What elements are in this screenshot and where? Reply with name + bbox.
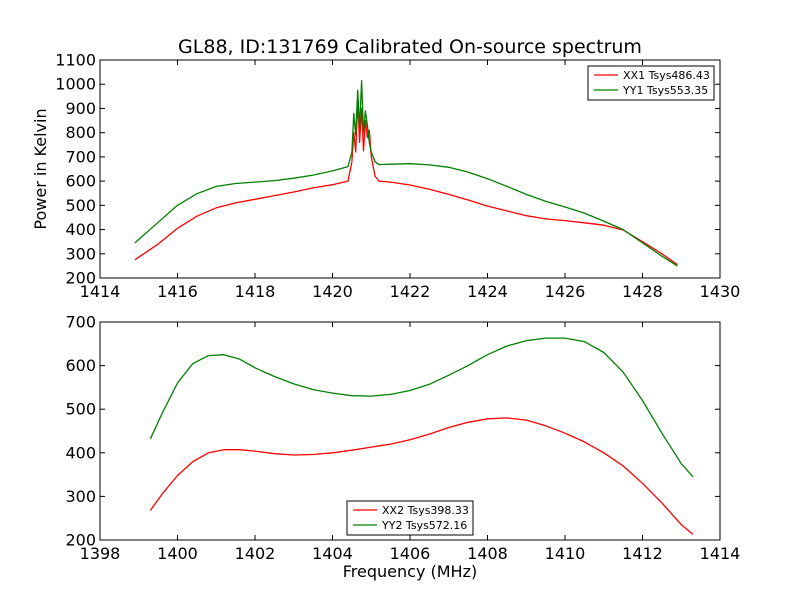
- legend-label: YY2 Tsys572.16: [381, 519, 467, 532]
- x-tick-label: 1400: [157, 544, 198, 563]
- y-tick-label: 1100: [55, 51, 96, 70]
- x-tick-label: 1398: [80, 544, 121, 563]
- x-tick-label: 1416: [157, 282, 198, 301]
- x-tick-label: 1414: [80, 282, 121, 301]
- series-line-xx-panel-2: [149, 417, 694, 535]
- x-tick-label: 1418: [235, 282, 276, 301]
- top-plot: 1414 1416 1418 1420 1422 1424 1426 1428 1430 200 3…: [31, 51, 740, 302]
- y-tick-label: 400: [65, 220, 96, 239]
- y-tick-label: 200: [65, 531, 96, 550]
- figure-title: GL88, ID:131769 Calibrated On-source spe…: [178, 36, 642, 58]
- legend-box: [587, 65, 715, 101]
- y-tick-label: 900: [65, 99, 96, 118]
- x-tick-label: 1430: [700, 282, 741, 301]
- x-tick-label: 1422: [390, 282, 431, 301]
- y-tick-label: 500: [65, 400, 96, 419]
- y-tick-label: 500: [65, 196, 96, 215]
- legend-panel-2: XX2 Tsys398.33 YY2 Tsys572.16: [346, 500, 474, 536]
- y-tick-label: 600: [65, 356, 96, 375]
- legend-label: XX2 Tsys398.33: [382, 504, 469, 517]
- x-tick-label: 1426: [545, 282, 586, 301]
- y-tick-label: 700: [65, 313, 96, 332]
- series-line-xx-panel-1: [134, 100, 678, 266]
- y-tick-label: 300: [65, 244, 96, 263]
- x-tick-label: 1408: [467, 544, 508, 563]
- x-tick-label: 1412: [622, 544, 663, 563]
- x-tick-label: 1428: [622, 282, 663, 301]
- y-tick-label: 1000: [55, 75, 96, 94]
- x-tick-label: 1420: [312, 282, 353, 301]
- y-tick-label: 800: [65, 123, 96, 142]
- x-tick-label: 1406: [390, 544, 431, 563]
- y-tick-label: 600: [65, 172, 96, 191]
- legend-label: XX1 Tsys486.43: [623, 69, 710, 82]
- bottom-plot: 1398 1400 1402 1404 1406 1408 1410 1412 1414 200 3…: [65, 313, 740, 582]
- series-line-yy-panel-1: [134, 79, 678, 267]
- x-tick-label: 1404: [312, 544, 353, 563]
- series-line-yy-panel-2: [149, 337, 694, 478]
- legend-panel-1: XX1 Tsys486.43 YY1 Tsys553.35: [587, 65, 715, 101]
- y-tick-label: 400: [65, 443, 96, 462]
- x-tick-label: 1402: [235, 544, 276, 563]
- y-tick-label: 300: [65, 487, 96, 506]
- x-tick-label: 1410: [545, 544, 586, 563]
- x-tick-label: 1414: [700, 544, 741, 563]
- x-axis-label: Frequency (MHz): [343, 562, 477, 581]
- legend-box: [346, 500, 474, 536]
- y-tick-label: 700: [65, 147, 96, 166]
- legend-label: YY1 Tsys553.35: [622, 84, 708, 97]
- y-axis-label: Power in Kelvin: [31, 108, 50, 229]
- x-tick-label: 1424: [467, 282, 508, 301]
- y-tick-label: 200: [65, 269, 96, 288]
